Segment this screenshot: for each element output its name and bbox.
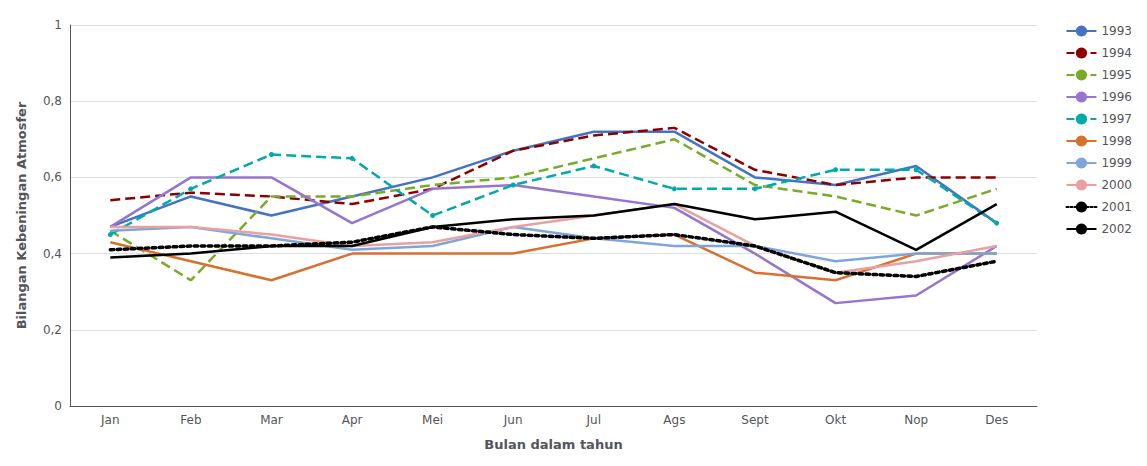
svg-text:1996: 1996 — [1101, 90, 1132, 104]
svg-text:Mar: Mar — [260, 413, 283, 427]
svg-text:1994: 1994 — [1101, 46, 1132, 60]
svg-text:Bulan dalam tahun: Bulan dalam tahun — [484, 437, 622, 452]
svg-text:0: 0 — [54, 399, 62, 413]
svg-text:Mei: Mei — [422, 413, 443, 427]
svg-text:1995: 1995 — [1101, 68, 1132, 82]
svg-text:Sept: Sept — [741, 413, 769, 427]
svg-text:0,4: 0,4 — [43, 247, 62, 261]
svg-text:2001: 2001 — [1101, 200, 1132, 214]
svg-text:Nop: Nop — [904, 413, 928, 427]
svg-text:Jun: Jun — [503, 413, 523, 427]
svg-text:2000: 2000 — [1101, 178, 1132, 192]
svg-text:Des: Des — [985, 413, 1008, 427]
svg-text:Okt: Okt — [825, 413, 846, 427]
svg-text:0,8: 0,8 — [43, 94, 62, 108]
svg-text:0,2: 0,2 — [43, 323, 62, 337]
svg-text:2002: 2002 — [1101, 222, 1132, 236]
svg-text:1998: 1998 — [1101, 134, 1132, 148]
svg-text:0,6: 0,6 — [43, 170, 62, 184]
svg-text:Bilangan Kebeningan Atmosfer: Bilangan Kebeningan Atmosfer — [14, 101, 29, 329]
svg-text:1993: 1993 — [1101, 24, 1132, 38]
svg-text:1: 1 — [54, 18, 62, 32]
svg-text:1999: 1999 — [1101, 156, 1132, 170]
svg-text:Ags: Ags — [663, 413, 685, 427]
svg-text:Jan: Jan — [100, 413, 120, 427]
svg-text:Apr: Apr — [342, 413, 363, 427]
svg-text:Jul: Jul — [586, 413, 601, 427]
svg-text:Feb: Feb — [180, 413, 201, 427]
svg-text:1997: 1997 — [1101, 112, 1132, 126]
